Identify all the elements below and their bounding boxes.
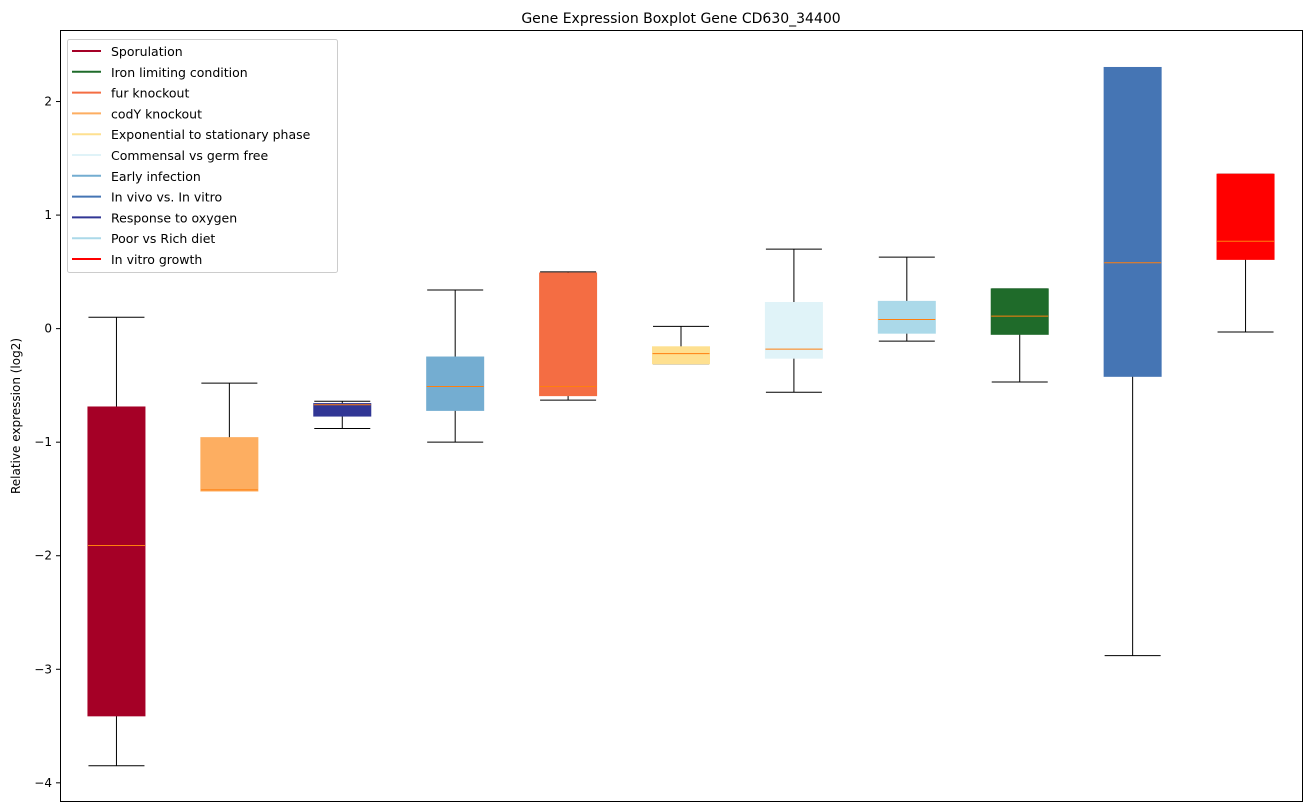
legend-label: Iron limiting condition <box>111 65 248 80</box>
legend-label: Exponential to stationary phase <box>111 127 311 142</box>
legend-frame <box>67 39 338 273</box>
chart-title: Gene Expression Boxplot Gene CD630_34400 <box>521 11 840 27</box>
legend-label: Poor vs Rich diet <box>111 231 215 246</box>
legend-label: fur knockout <box>111 86 189 101</box>
box-exponential-to-stationary-phase <box>652 325 710 365</box>
legend-label: In vivo vs. In vitro <box>111 190 222 205</box>
y-axis-label: Relative expression (log2) <box>9 338 23 494</box>
y-tick-label: −2 <box>34 549 52 563</box>
box-body <box>764 302 823 359</box>
box-body <box>1216 173 1275 260</box>
box-sporulation <box>87 316 146 767</box>
box-body <box>426 356 485 411</box>
y-axis: 2 1 0 −1 −2 −3 −4 <box>34 95 60 790</box>
box-iron-limiting-condition <box>990 288 1049 383</box>
box-body <box>990 288 1049 335</box>
plot-frame <box>60 30 1303 802</box>
box-body <box>877 300 936 334</box>
y-tick-label: 0 <box>44 322 52 336</box>
legend-label: In vitro growth <box>111 252 202 267</box>
legend-label: codY knockout <box>111 106 202 121</box>
box-commensal-vs-germ-free <box>764 248 823 393</box>
box-body <box>313 403 372 417</box>
box-body <box>539 272 598 397</box>
y-tick-label: −4 <box>34 776 52 790</box>
y-tick-label: 2 <box>44 95 52 109</box>
box-body <box>200 437 259 492</box>
legend-label: Response to oxygen <box>111 210 237 225</box>
box-body <box>1103 66 1162 377</box>
legend-label: Early infection <box>111 169 201 184</box>
box-body <box>87 406 146 717</box>
box-in-vitro-growth <box>1216 173 1275 333</box>
box-response-to-oxygen <box>313 400 372 430</box>
box-body <box>652 346 710 365</box>
y-tick-label: 1 <box>44 208 52 222</box>
box-fur-knockout <box>539 271 598 401</box>
legend-label: Sporulation <box>111 44 183 59</box>
box-cody-knockout <box>200 382 259 492</box>
box-poor-vs-rich-diet <box>877 256 936 342</box>
legend-label: Commensal vs germ free <box>111 148 268 163</box>
boxes <box>87 66 1275 767</box>
box-in-vivo-vs-in-vitro <box>1103 66 1162 657</box>
box-early-infection <box>426 289 485 443</box>
y-tick-label: −1 <box>34 435 52 449</box>
y-tick-label: −3 <box>34 662 52 676</box>
legend: Sporulation Iron limiting condition fur kn… <box>67 39 338 273</box>
